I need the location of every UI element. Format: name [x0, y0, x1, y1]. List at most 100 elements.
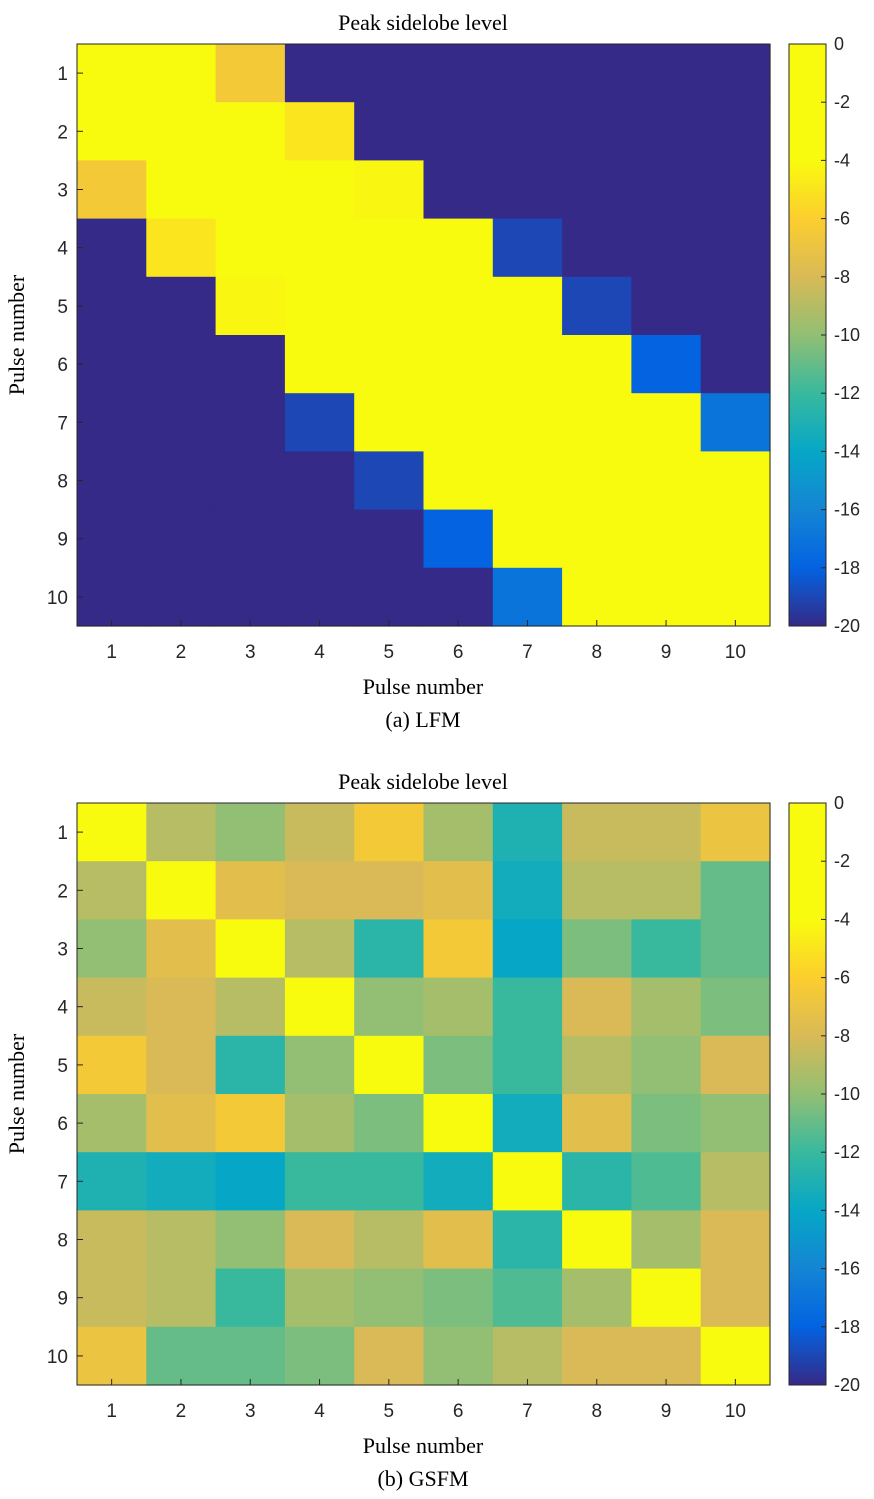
heatmap-cell — [354, 567, 425, 627]
heatmap-cell — [215, 1094, 286, 1153]
heatmap-cell — [77, 861, 147, 920]
heatmap-cell — [146, 861, 217, 920]
heatmap-cell — [146, 218, 217, 278]
heatmap-cell — [492, 276, 563, 336]
heatmap-cell — [631, 393, 702, 452]
x-axis-label-a: Pulse number — [363, 674, 484, 699]
heatmap-cell — [77, 919, 147, 979]
heatmap-cell — [354, 919, 425, 979]
heatmap-cell — [146, 276, 217, 336]
heatmap-cell — [700, 276, 771, 336]
x-tick-label: 7 — [522, 642, 533, 663]
heatmap-cell — [77, 160, 147, 220]
colorbar-tick-label: -8 — [834, 267, 850, 287]
heatmap-cell — [423, 451, 494, 511]
heatmap-cell — [215, 160, 286, 220]
x-tick-label: 4 — [314, 1401, 325, 1422]
heatmap-cell — [77, 803, 147, 862]
heatmap-cell — [562, 218, 632, 278]
y-axis-label-b: Pulse number — [4, 1033, 29, 1154]
heatmap-cell — [562, 102, 632, 161]
heatmap-cell — [562, 803, 632, 862]
heatmap-cell — [700, 335, 771, 394]
heatmap-cell — [562, 160, 632, 220]
y-axis-label-a: Pulse number — [4, 274, 29, 395]
colorbar-b — [788, 802, 827, 1386]
heatmap-cell — [215, 1326, 286, 1386]
y-tick-label: 3 — [57, 940, 68, 961]
heatmap-cell — [631, 1326, 702, 1386]
heatmap-cell — [631, 276, 702, 336]
heatmap-cell — [284, 218, 355, 278]
heatmap-cells-a — [77, 44, 771, 627]
caption-a: (a) LFM — [385, 707, 460, 732]
heatmap-cell — [77, 44, 147, 103]
colorbar-a — [788, 43, 827, 627]
heatmap-cell — [77, 1210, 147, 1270]
plot-frame-b — [76, 802, 771, 1386]
heatmap-cell — [354, 160, 425, 220]
y-tick-label: 6 — [57, 1114, 68, 1135]
heatmap-cell — [700, 509, 771, 569]
heatmap-cell — [284, 276, 355, 336]
y-tick-label: 2 — [57, 881, 68, 902]
heatmap-cell — [354, 276, 425, 336]
heatmap-cell — [215, 1268, 286, 1328]
heatmap-cell — [492, 451, 563, 511]
heatmap-cell — [146, 335, 217, 394]
heatmap-cell — [700, 102, 771, 161]
heatmap-cell — [77, 567, 147, 627]
heatmap-cell — [631, 44, 702, 103]
heatmap-cell — [423, 1152, 494, 1211]
heatmap-cell — [492, 393, 563, 452]
heatmap-cell — [284, 861, 355, 920]
heatmap-cell — [631, 102, 702, 161]
heatmap-cell — [77, 102, 147, 161]
heatmap-cell — [423, 1326, 494, 1386]
colorbar-tick-label: 0 — [834, 34, 844, 54]
heatmap-cell — [631, 861, 702, 920]
heatmap-cell — [631, 1210, 702, 1270]
heatmap-cell — [215, 1210, 286, 1270]
heatmap-cell — [423, 102, 494, 161]
heatmap-cell — [146, 1268, 217, 1328]
heatmap-cell — [631, 335, 702, 394]
colorbar-tick-label: -4 — [834, 909, 850, 929]
heatmap-cell — [215, 861, 286, 920]
heatmap-cell — [146, 160, 217, 220]
heatmap-cell — [700, 393, 771, 452]
heatmap-cell — [423, 1268, 494, 1328]
colorbar-tick-label: 0 — [834, 793, 844, 813]
heatmap-cell — [562, 44, 632, 103]
heatmap-cell — [423, 977, 494, 1037]
heatmap-cell — [700, 1326, 771, 1386]
heatmap-cell — [631, 218, 702, 278]
heatmap-cell — [631, 1035, 702, 1095]
x-tick-label: 1 — [106, 642, 117, 663]
heatmap-cell — [631, 567, 702, 627]
x-tick-label: 2 — [176, 642, 187, 663]
y-ticks-a: 1 2 3 4 5 6 7 8 9 10 — [47, 64, 83, 609]
y-tick-label: 9 — [57, 1289, 68, 1310]
heatmap-cell — [700, 1268, 771, 1328]
colorbar-tick-label: -10 — [834, 1084, 860, 1104]
heatmap-cell — [423, 861, 494, 920]
heatmap-cell — [284, 509, 355, 569]
y-tick-label: 5 — [57, 1056, 68, 1077]
heatmap-cell — [284, 160, 355, 220]
heatmap-cell — [146, 1210, 217, 1270]
heatmap-cell — [146, 567, 217, 627]
heatmap-cell — [562, 977, 632, 1037]
y-tick-label: 4 — [57, 239, 68, 260]
heatmap-cell — [492, 160, 563, 220]
heatmap-cell — [284, 1094, 355, 1153]
x-tick-label: 8 — [591, 642, 602, 663]
x-tick-label: 2 — [176, 1401, 187, 1422]
heatmap-cell — [423, 803, 494, 862]
colorbar-ticks-a: 0 -2 -4 -6 -8 -10 -12 -14 -16 -18 -20 — [821, 34, 860, 636]
x-tick-label: 3 — [245, 1401, 256, 1422]
x-ticks-a: 1 2 3 4 5 6 7 8 9 10 — [106, 620, 746, 663]
heatmap-cell — [631, 509, 702, 569]
heatmap-cell — [700, 1210, 771, 1270]
